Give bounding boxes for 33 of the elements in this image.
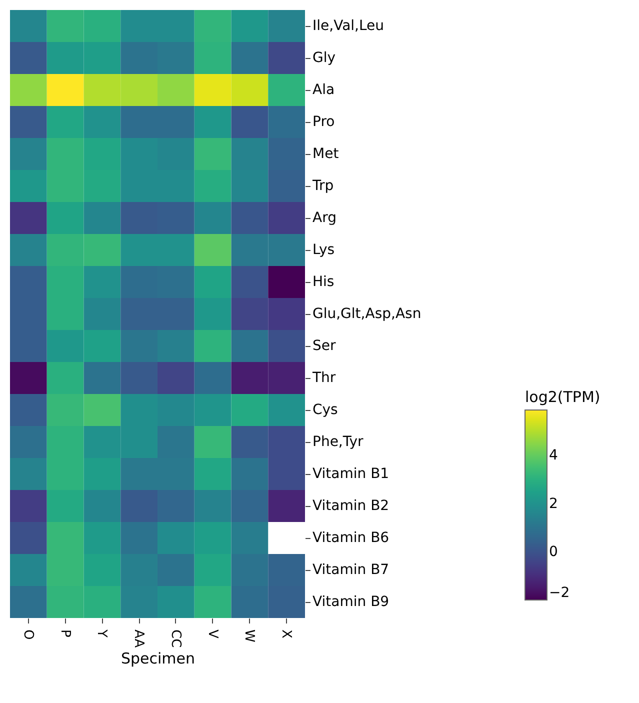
y-tick-label: Vitamin B6 [312, 530, 390, 546]
y-tick-label: Vitamin B1 [312, 466, 390, 482]
y-tick-label: Phe,Tyr [312, 434, 364, 450]
color-bar-label: −2 [549, 585, 570, 601]
y-tick-label: His [312, 274, 334, 290]
x-tick-label: CC [168, 630, 183, 648]
x-tick-label: AA [131, 630, 146, 648]
y-tick-label: Met [312, 146, 340, 162]
x-tick-label: O [20, 630, 36, 640]
x-tick-label: W [242, 630, 257, 642]
color-bar-label: 4 [549, 448, 558, 464]
y-tick-label: Trp [312, 178, 334, 194]
y-tick-label: Thr [312, 370, 336, 386]
y-tick-label: Vitamin B2 [312, 498, 390, 514]
color-bar-title: log2(TPM) [525, 388, 600, 406]
x-tick-label: Y [94, 628, 110, 638]
color-bar-label: 2 [549, 496, 558, 512]
y-tick-label: Ile,Val,Leu [312, 18, 384, 34]
x-tick-label: X [278, 630, 294, 638]
x-tick-label: P [57, 630, 72, 638]
x-axis-title: Specimen [120, 650, 196, 668]
x-tick-label: V [204, 630, 220, 638]
y-tick-label: Glu,Glt,Asp,Asn [312, 306, 422, 322]
y-tick-label: Pro [312, 114, 335, 130]
y-tick-label: Vitamin B9 [312, 594, 390, 610]
y-tick-label: Ser [312, 338, 336, 354]
color-bar-label: 0 [549, 544, 558, 560]
y-tick-label: Lys [312, 242, 335, 258]
y-tick-label: Ala [312, 82, 335, 98]
y-tick-label: Vitamin B7 [312, 562, 390, 578]
y-tick-label: Gly [312, 50, 336, 66]
y-tick-label: Cys [312, 402, 338, 418]
y-tick-label: Arg [312, 210, 336, 226]
